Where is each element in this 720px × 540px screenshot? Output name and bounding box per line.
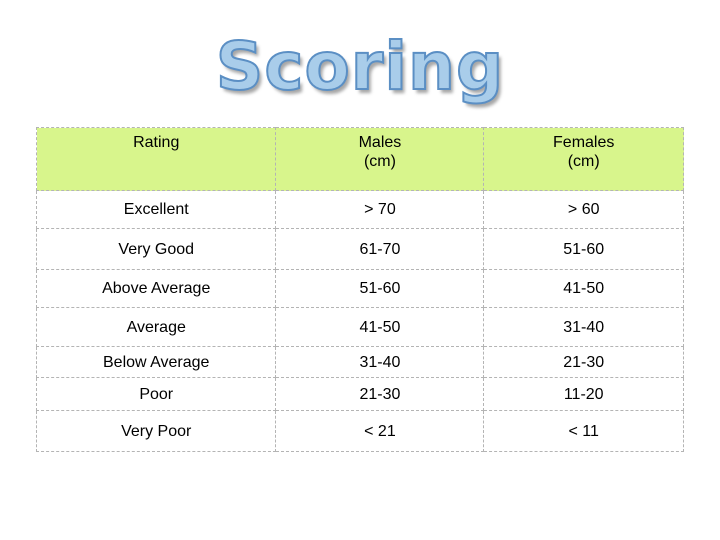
cell-rating: Very Poor (35, 410, 277, 452)
cell-males: 41-50 (275, 307, 485, 347)
table-row: Excellent > 70 > 60 (35, 190, 684, 229)
cell-rating: Below Average (35, 346, 277, 378)
cell-rating: Very Good (35, 228, 277, 270)
header-rating: Rating (35, 127, 277, 191)
table-header-row: Rating Males (cm) Females (cm) (35, 127, 684, 191)
cell-females: > 60 (483, 190, 684, 229)
cell-females: 21-30 (483, 346, 684, 378)
cell-males: 21-30 (275, 377, 485, 411)
cell-males: 31-40 (275, 346, 485, 378)
cell-males: > 70 (275, 190, 485, 229)
cell-females: 41-50 (483, 269, 684, 308)
cell-rating: Excellent (35, 190, 277, 229)
table-row: Below Average 31-40 21-30 (35, 346, 684, 378)
cell-females: 11-20 (483, 377, 684, 411)
cell-females: < 11 (483, 410, 684, 452)
cell-females: 51-60 (483, 228, 684, 270)
table-row: Average 41-50 31-40 (35, 307, 684, 347)
cell-rating: Poor (35, 377, 277, 411)
page-title: Scoring (215, 27, 505, 106)
cell-rating: Average (35, 307, 277, 347)
cell-females: 31-40 (483, 307, 684, 347)
header-males: Males (cm) (275, 127, 485, 191)
cell-males: 51-60 (275, 269, 485, 308)
scoring-table: Rating Males (cm) Females (cm) Excellent… (35, 127, 684, 452)
table-row: Poor 21-30 11-20 (35, 377, 684, 411)
cell-males: 61-70 (275, 228, 485, 270)
cell-males: < 21 (275, 410, 485, 452)
header-females: Females (cm) (483, 127, 684, 191)
cell-rating: Above Average (35, 269, 277, 308)
table-row: Very Poor < 21 < 11 (35, 410, 684, 452)
table-row: Above Average 51-60 41-50 (35, 269, 684, 308)
table-row: Very Good 61-70 51-60 (35, 228, 684, 270)
